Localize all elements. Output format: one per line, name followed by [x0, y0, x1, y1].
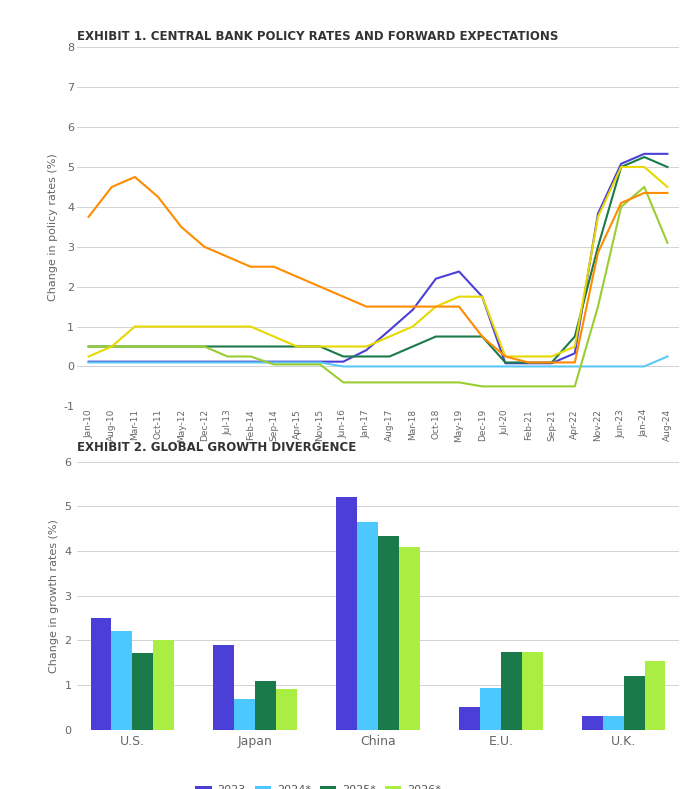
Bar [603, 716, 624, 730]
Bar [522, 653, 542, 730]
Y-axis label: Change in policy rates (%): Change in policy rates (%) [48, 153, 57, 301]
Text: EXHIBIT 1. CENTRAL BANK POLICY RATES AND FORWARD EXPECTATIONS: EXHIBIT 1. CENTRAL BANK POLICY RATES AND… [77, 31, 559, 43]
Bar [90, 618, 111, 730]
Bar [624, 676, 645, 730]
Bar [357, 522, 378, 730]
Bar [459, 708, 480, 730]
Bar [336, 497, 357, 730]
Bar [582, 716, 603, 730]
Bar [276, 689, 297, 730]
Legend: 2023, 2024*, 2025*, 2026*: 2023, 2024*, 2025*, 2026* [191, 781, 445, 789]
Text: EXHIBIT 2. GLOBAL GROWTH DIVERGENCE: EXHIBIT 2. GLOBAL GROWTH DIVERGENCE [77, 441, 356, 454]
Bar [234, 698, 255, 730]
Bar [111, 631, 132, 730]
Bar [501, 653, 522, 730]
Bar [153, 640, 174, 730]
Bar [132, 653, 153, 730]
Y-axis label: Change in growth rates (%): Change in growth rates (%) [49, 518, 59, 673]
Bar [399, 547, 420, 730]
Bar [378, 537, 399, 730]
Bar [255, 681, 276, 730]
Bar [480, 688, 501, 730]
Bar [645, 660, 666, 730]
Legend: U.S., Japan, U.K., Europe, Canada, Australia: U.S., Japan, U.K., Europe, Canada, Austr… [83, 520, 524, 538]
Bar [214, 645, 235, 730]
